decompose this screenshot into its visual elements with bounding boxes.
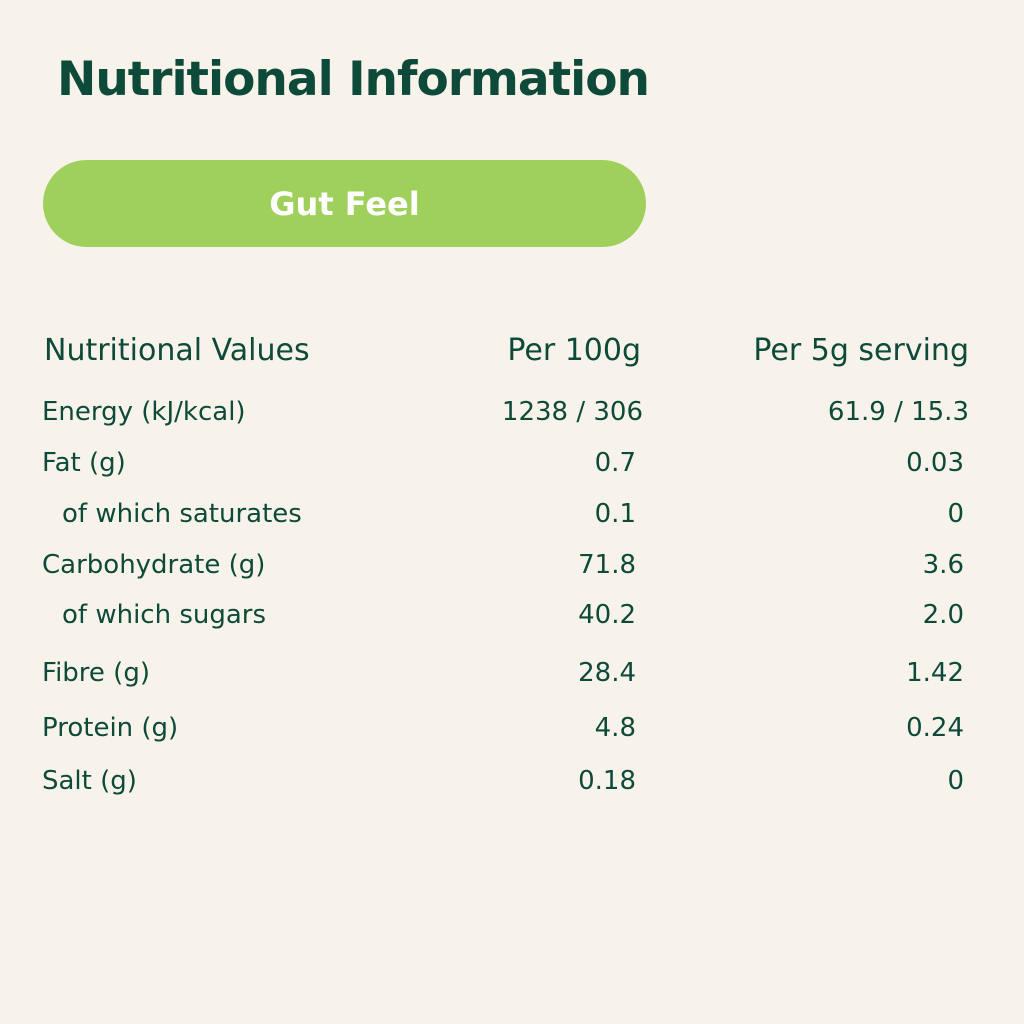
- per-100g: 71.8: [578, 550, 636, 580]
- product-name: Gut Feel: [269, 184, 420, 223]
- row-label: Salt (g): [42, 766, 137, 796]
- row-label: Protein (g): [42, 713, 179, 743]
- row-label: Carbohydrate (g): [42, 550, 266, 580]
- per-100g: 40.2: [578, 600, 636, 630]
- per-100g: 0.18: [578, 766, 636, 796]
- column-header: Per 5g serving: [753, 333, 969, 368]
- per-serving: 2.0: [922, 600, 964, 630]
- per-serving: 0.03: [906, 448, 964, 478]
- row-label: Fat (g): [42, 448, 126, 478]
- per-100g: 1238 / 306: [501, 397, 643, 427]
- per-serving: 0.24: [906, 713, 964, 743]
- row-label: of which saturates: [62, 499, 302, 529]
- per-serving: 3.6: [922, 550, 964, 580]
- per-100g: 28.4: [578, 658, 636, 688]
- row-label: Energy (kJ/kcal): [42, 397, 246, 427]
- product-pill: Gut Feel: [43, 160, 646, 247]
- row-label: of which sugars: [62, 600, 267, 630]
- per-serving: 61.9 / 15.3: [827, 397, 969, 427]
- page-title: Nutritional Information: [57, 52, 650, 107]
- per-100g: 4.8: [594, 713, 636, 743]
- per-serving: 1.42: [906, 658, 964, 688]
- per-100g: 0.7: [594, 448, 636, 478]
- per-100g: 0.1: [594, 499, 636, 529]
- per-serving: 0: [947, 499, 964, 529]
- column-header: Per 100g: [507, 333, 641, 368]
- row-label: Fibre (g): [42, 658, 150, 688]
- per-serving: 0: [947, 766, 964, 796]
- column-header: Nutritional Values: [44, 333, 310, 368]
